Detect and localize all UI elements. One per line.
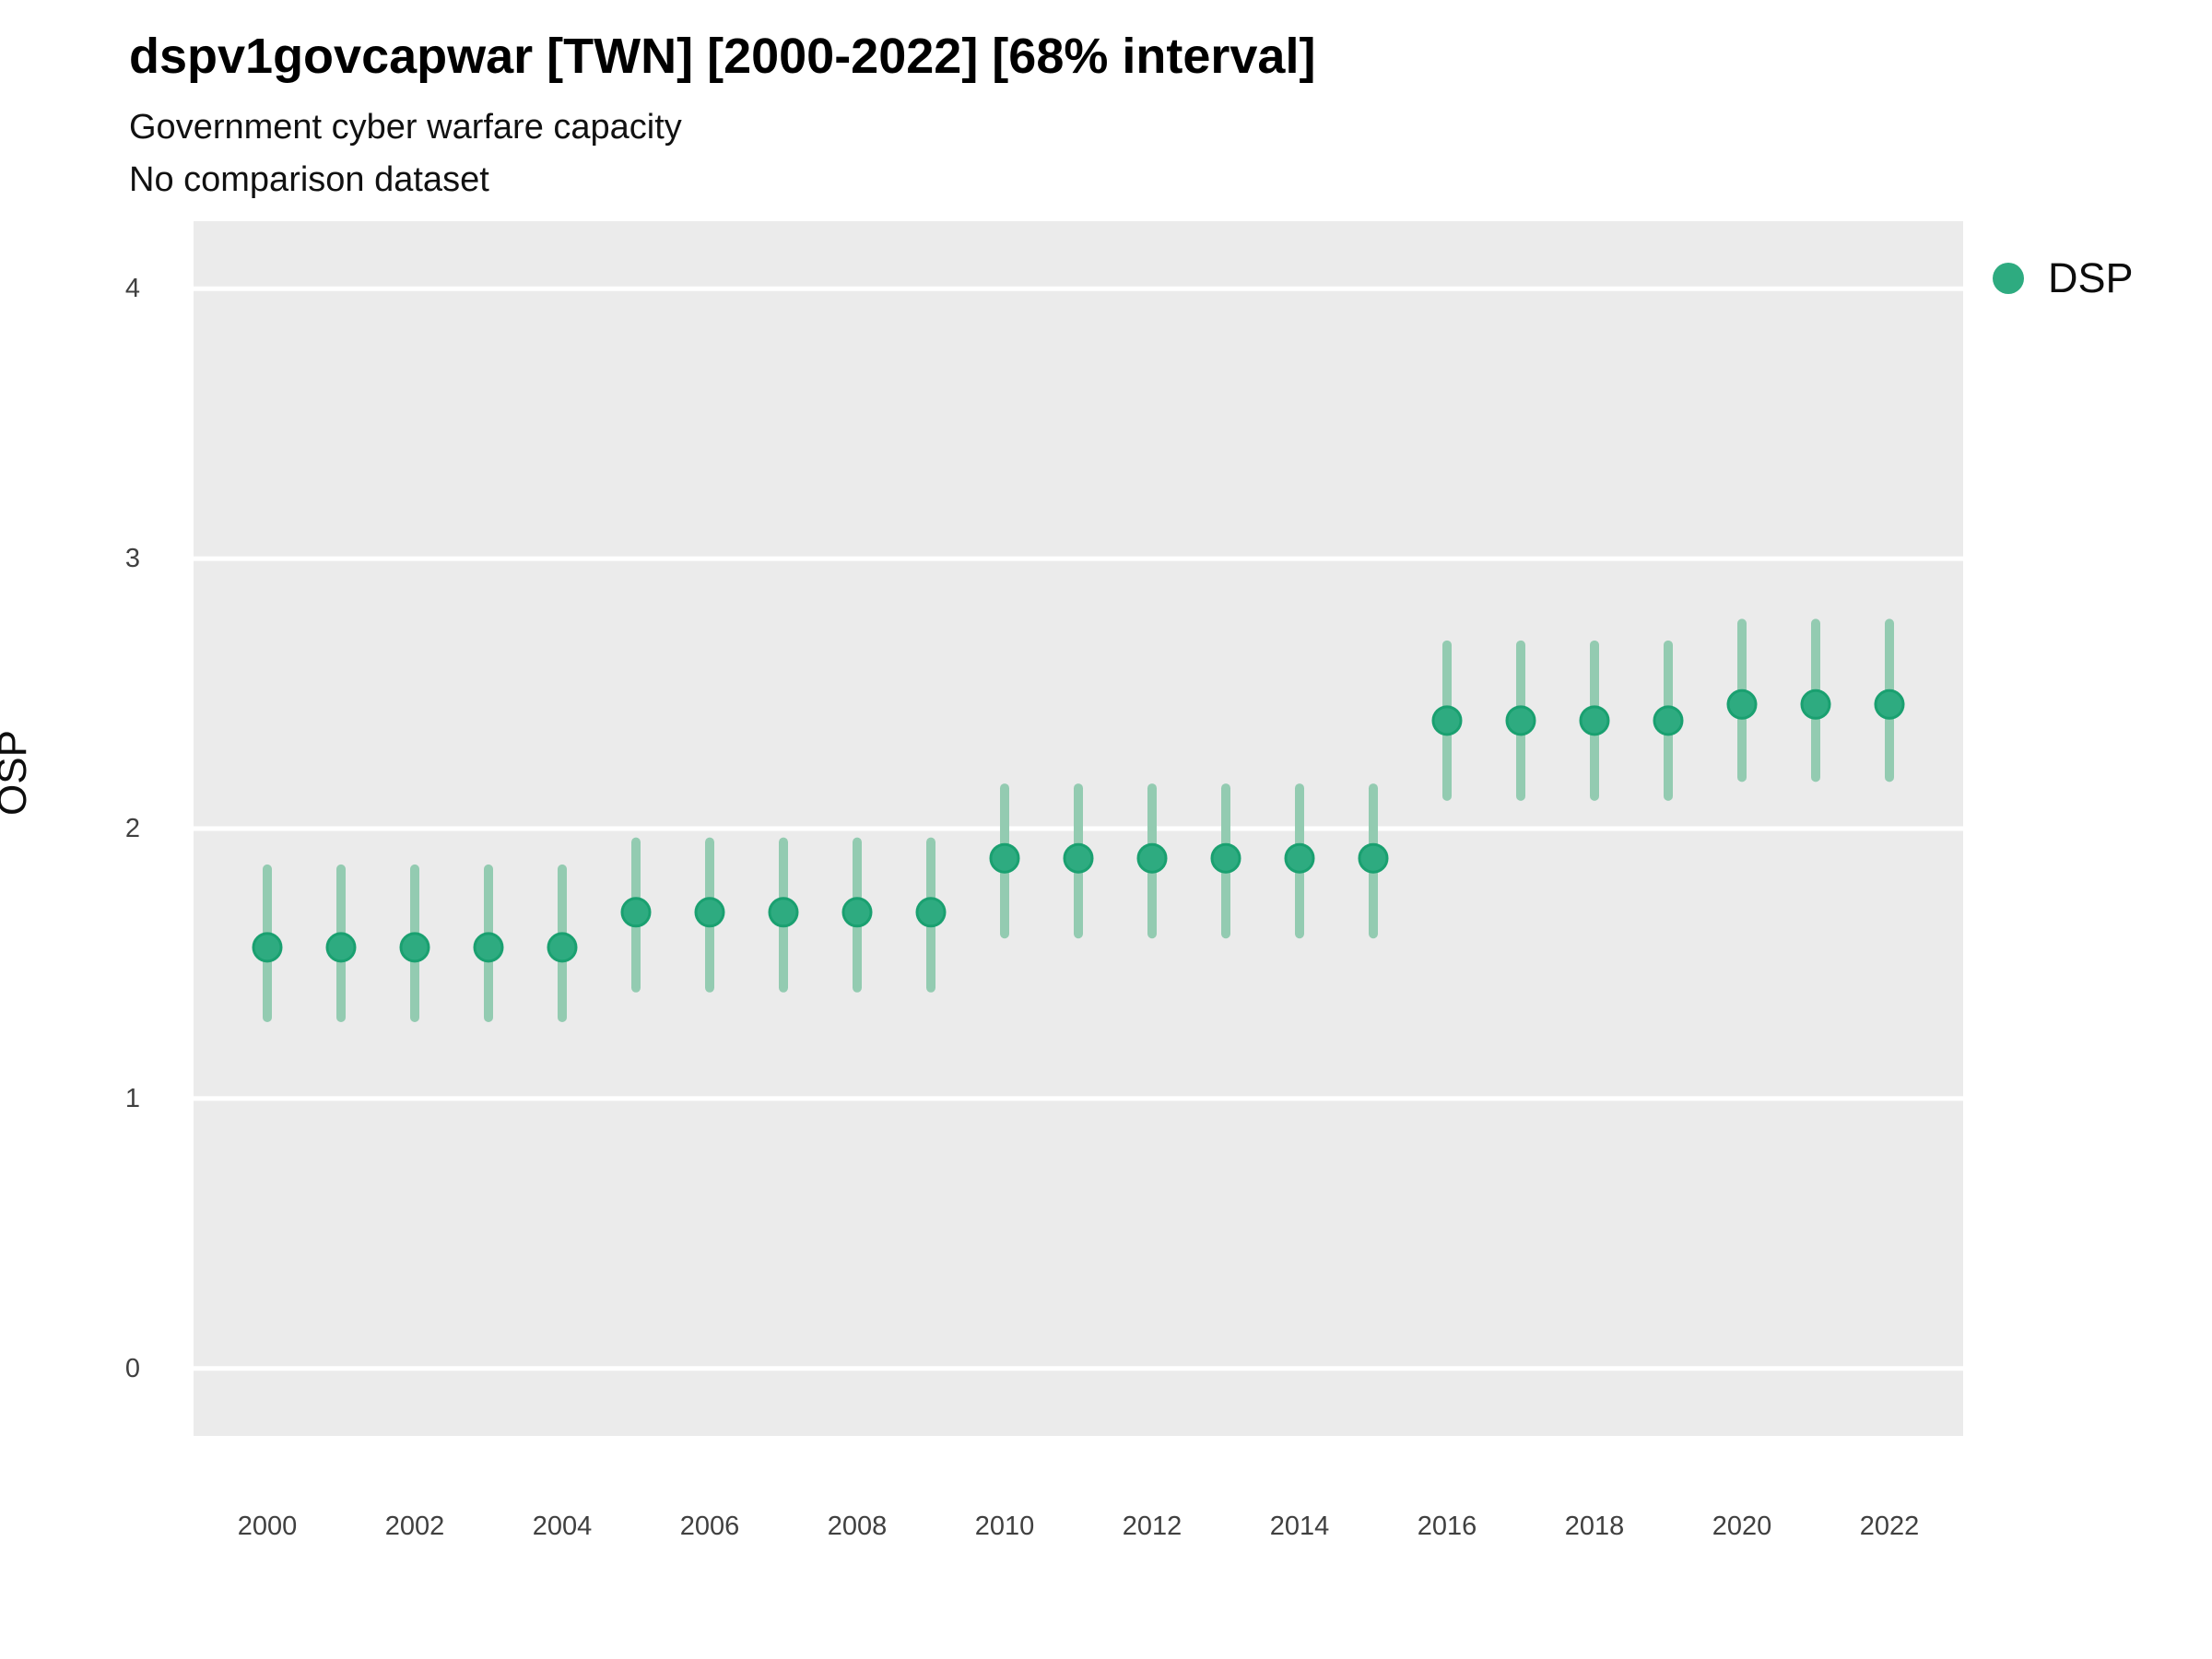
data-point-2021 <box>1800 688 1831 720</box>
x-tick-label-2002: 2002 <box>384 1512 445 1541</box>
data-point-2002 <box>399 932 430 963</box>
x-tick-label-2022: 2022 <box>1859 1512 1920 1541</box>
y-tick-label-2: 2 <box>124 814 140 843</box>
data-point-2001 <box>325 932 357 963</box>
legend-marker-icon <box>1993 263 2024 294</box>
data-point-2004 <box>547 932 578 963</box>
data-point-2013 <box>1210 842 1241 874</box>
data-point-2007 <box>768 897 799 928</box>
data-point-2020 <box>1726 688 1758 720</box>
y-axis-title: OSP <box>0 730 35 816</box>
data-point-2005 <box>620 897 652 928</box>
y-tick-label-3: 3 <box>124 544 140 574</box>
comparison-note: No comparison dataset <box>129 160 489 199</box>
x-tick-label-2016: 2016 <box>1417 1512 1477 1541</box>
x-tick-label-2020: 2020 <box>1712 1512 1772 1541</box>
data-point-2010 <box>989 842 1020 874</box>
x-tick-label-2008: 2008 <box>827 1512 888 1541</box>
y-tick-label-0: 0 <box>124 1353 140 1383</box>
data-point-2017 <box>1505 705 1536 736</box>
data-point-2012 <box>1136 842 1168 874</box>
legend-label-dsp: DSP <box>2048 254 2134 301</box>
data-point-2022 <box>1874 688 1905 720</box>
data-point-2011 <box>1063 842 1094 874</box>
y-tick-label-1: 1 <box>124 1083 140 1113</box>
data-point-2000 <box>252 932 283 963</box>
data-point-2006 <box>694 897 725 928</box>
x-tick-label-2000: 2000 <box>237 1512 298 1541</box>
legend: DSP <box>1993 254 2134 302</box>
x-tick-label-2012: 2012 <box>1122 1512 1182 1541</box>
data-point-2009 <box>915 897 947 928</box>
data-point-2014 <box>1284 842 1315 874</box>
data-point-2019 <box>1653 705 1684 736</box>
chart-subtitle: Government cyber warfare capacity <box>129 108 682 147</box>
data-point-2015 <box>1358 842 1389 874</box>
plot-panel <box>194 221 1963 1436</box>
x-tick-label-2018: 2018 <box>1564 1512 1625 1541</box>
y-tick-label-4: 4 <box>124 274 140 304</box>
chart-title: dspv1govcapwar [TWN] [2000-2022] [68% in… <box>129 29 1316 84</box>
x-tick-label-2004: 2004 <box>532 1512 593 1541</box>
data-point-2016 <box>1431 705 1463 736</box>
x-tick-label-2006: 2006 <box>679 1512 740 1541</box>
x-tick-label-2010: 2010 <box>974 1512 1035 1541</box>
data-point-2008 <box>841 897 873 928</box>
x-tick-label-2014: 2014 <box>1269 1512 1330 1541</box>
data-point-2018 <box>1579 705 1610 736</box>
chart-header: dspv1govcapwar [TWN] [2000-2022] [68% in… <box>129 24 1315 206</box>
data-point-2003 <box>473 932 504 963</box>
